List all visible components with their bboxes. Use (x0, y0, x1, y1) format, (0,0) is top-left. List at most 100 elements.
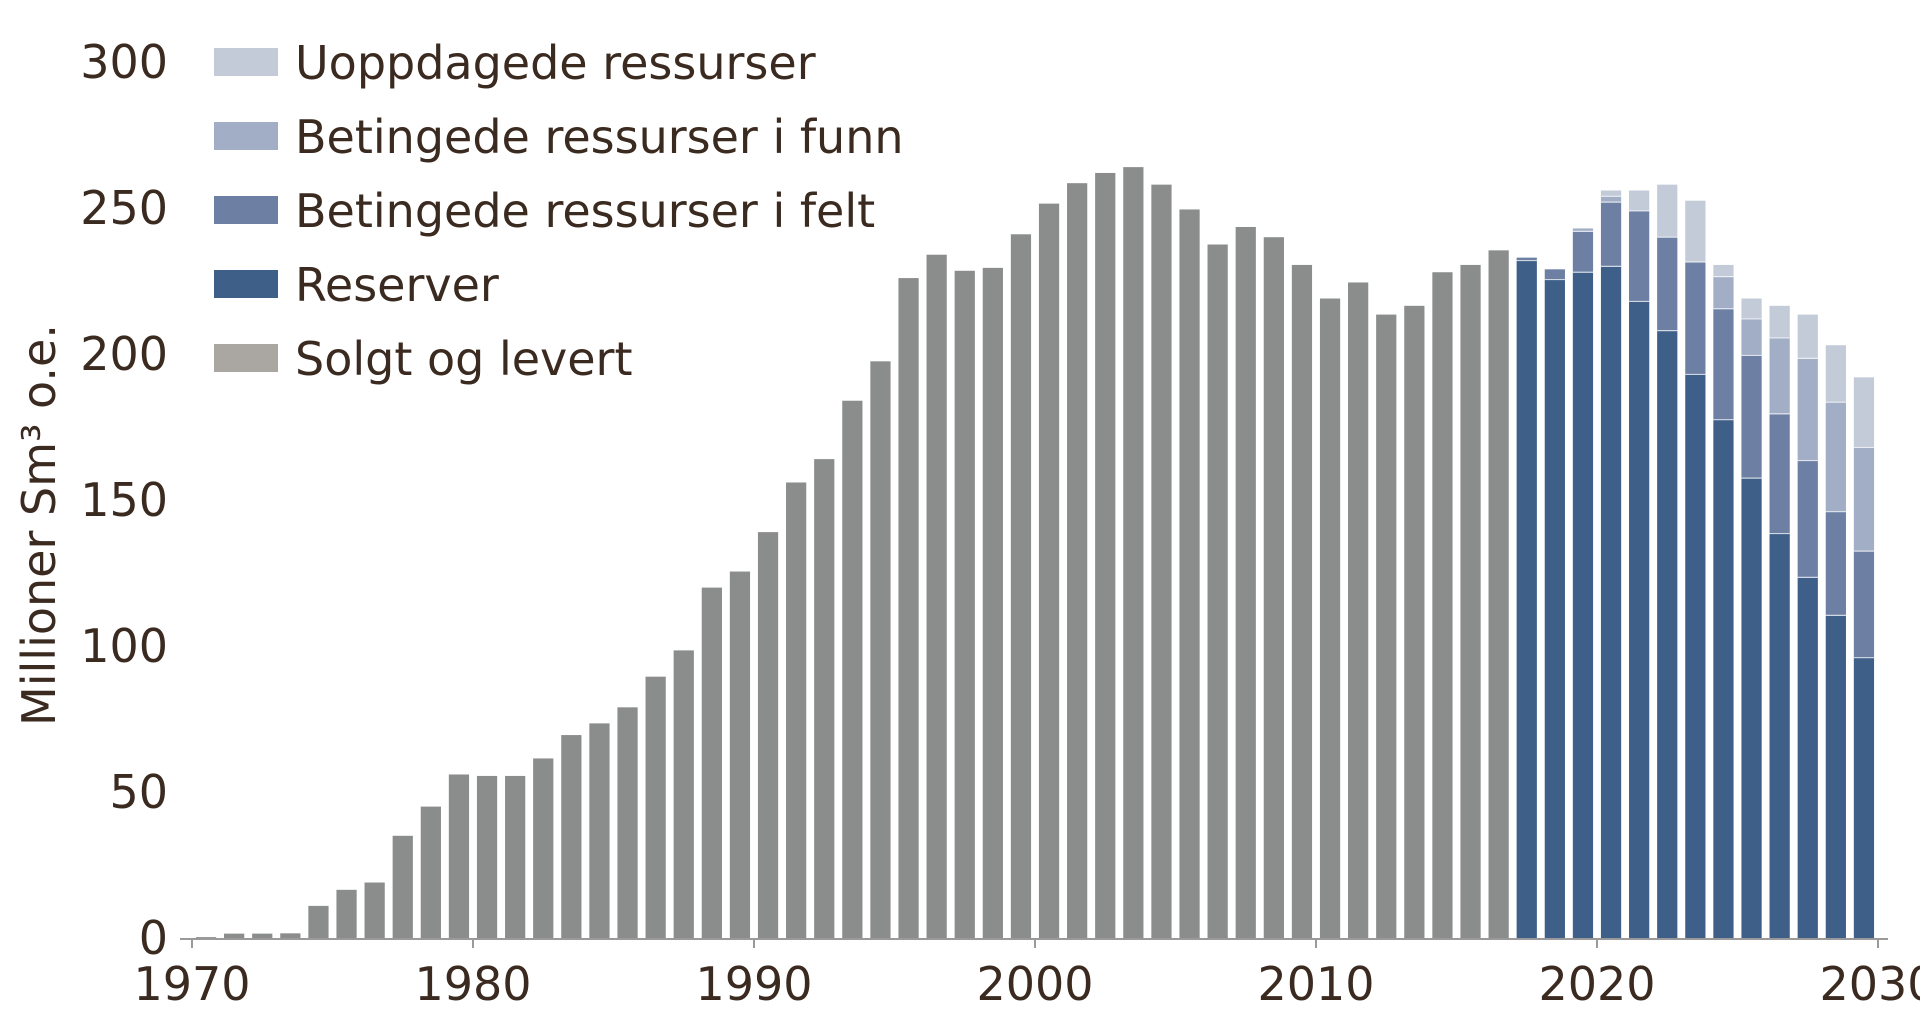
bar-segment (1572, 228, 1594, 232)
y-tick-label: 150 (80, 473, 168, 527)
bar-segment (1600, 202, 1622, 267)
x-axis-ticks: 1970 1980 1990 2000 2010 2020 2030 (133, 939, 1920, 1011)
bar-segment (1825, 615, 1846, 938)
bar-segment (617, 707, 638, 938)
bar-segment (1235, 226, 1256, 939)
bar-segment (729, 571, 751, 938)
bar-segment (1544, 279, 1565, 938)
bar-segment (1657, 184, 1678, 238)
y-tick-label: 0 (139, 911, 168, 965)
legend-swatch (214, 344, 278, 372)
bar-segment (1572, 231, 1594, 273)
bar-segment (1067, 183, 1088, 938)
bar-segment (448, 774, 470, 938)
bar-segment (1685, 200, 1706, 263)
bar-segment (898, 278, 919, 939)
bar-segment (476, 775, 498, 938)
bar-segment (1629, 210, 1650, 302)
bar-segment (420, 806, 441, 938)
bar-segment (1179, 209, 1200, 938)
bar-segment (1769, 413, 1790, 534)
bar-segment (954, 270, 975, 938)
x-tick-label: 2020 (1538, 957, 1655, 1011)
bar-segment (1657, 330, 1678, 938)
legend-label: Solgt og levert (295, 332, 633, 386)
bar-segment (1151, 184, 1172, 938)
y-tick-label: 50 (109, 765, 168, 819)
bar-segment (1629, 301, 1650, 938)
bar-segment (1769, 337, 1790, 414)
bar-segment (1432, 272, 1453, 938)
x-tick-label: 2010 (1257, 957, 1374, 1011)
legend-label: Reserver (295, 258, 499, 312)
y-axis-label: Millioner Sm³ o.e. (12, 324, 66, 726)
x-tick-label: 1990 (695, 957, 812, 1011)
bar-segment (1600, 196, 1622, 203)
bar-segment (1629, 190, 1650, 211)
y-axis-ticks: 0 50 100 150 200 250 300 (80, 35, 168, 965)
legend-swatch (214, 122, 278, 150)
bar-segment (645, 676, 666, 938)
bar-segment (1460, 264, 1481, 938)
bar-segment (1825, 511, 1846, 616)
bar-segment (1741, 318, 1762, 356)
bar-segment (1123, 167, 1144, 938)
bar-segment (224, 933, 245, 938)
bar-segment (701, 587, 722, 938)
bar-segment (870, 361, 891, 938)
bar-segment (1572, 272, 1594, 938)
bar-segment (1853, 657, 1875, 938)
y-tick-label: 100 (80, 619, 168, 673)
bar-segment (1797, 314, 1818, 359)
bar-segment (1010, 234, 1032, 938)
bar-segment (1853, 447, 1875, 552)
bar-segment (195, 937, 217, 938)
bar-segment (505, 775, 526, 938)
legend-swatch (214, 48, 278, 76)
bar-segment (814, 459, 835, 938)
bar-segment (1488, 250, 1509, 939)
bar-segment (1038, 203, 1060, 938)
bar-segment (1348, 282, 1369, 939)
bar-segment (1657, 237, 1678, 331)
bar-segment (1741, 478, 1762, 938)
bar-segment (280, 933, 301, 938)
bar-segment (1713, 308, 1734, 420)
bar-segment (1797, 577, 1818, 938)
bar-segment (392, 835, 413, 938)
legend-label: Betingede ressurser i felt (295, 184, 875, 238)
bar-segment (926, 254, 947, 939)
bar-segment (757, 532, 779, 938)
bar-segment (1741, 355, 1762, 479)
bar-segment (252, 933, 273, 938)
x-tick-label: 1970 (133, 957, 250, 1011)
bar-segment (786, 482, 807, 938)
bar-segment (533, 758, 554, 938)
x-tick-label: 2000 (976, 957, 1093, 1011)
x-tick-label: 1980 (414, 957, 531, 1011)
bar-segment (1713, 264, 1734, 277)
bar-segment (1685, 374, 1706, 938)
x-tick-label: 2030 (1819, 957, 1920, 1011)
y-tick-label: 300 (80, 35, 168, 89)
legend-label: Uoppdagede ressurser (295, 36, 816, 90)
bar-segment (1797, 358, 1818, 461)
bar-segment (1516, 260, 1537, 938)
bar-segment (1713, 276, 1734, 309)
legend: Uoppdagede ressurser Betingede ressurser … (214, 36, 904, 386)
bar-segment (1291, 264, 1313, 938)
bar-segment (1095, 172, 1116, 938)
bar-segment (589, 723, 610, 938)
bar-segment (1853, 551, 1875, 658)
bar-segment (364, 882, 385, 938)
bar-segment (1376, 314, 1397, 939)
legend-swatch (214, 196, 278, 224)
legend-swatch (214, 270, 278, 298)
bar-segment (1263, 237, 1284, 938)
bar-segment (673, 650, 694, 938)
bar-segment (308, 905, 329, 938)
bar-segment (982, 267, 1003, 938)
bar-segment (1713, 419, 1734, 938)
bar-segment (1853, 377, 1875, 448)
bar-segment (1685, 262, 1706, 375)
